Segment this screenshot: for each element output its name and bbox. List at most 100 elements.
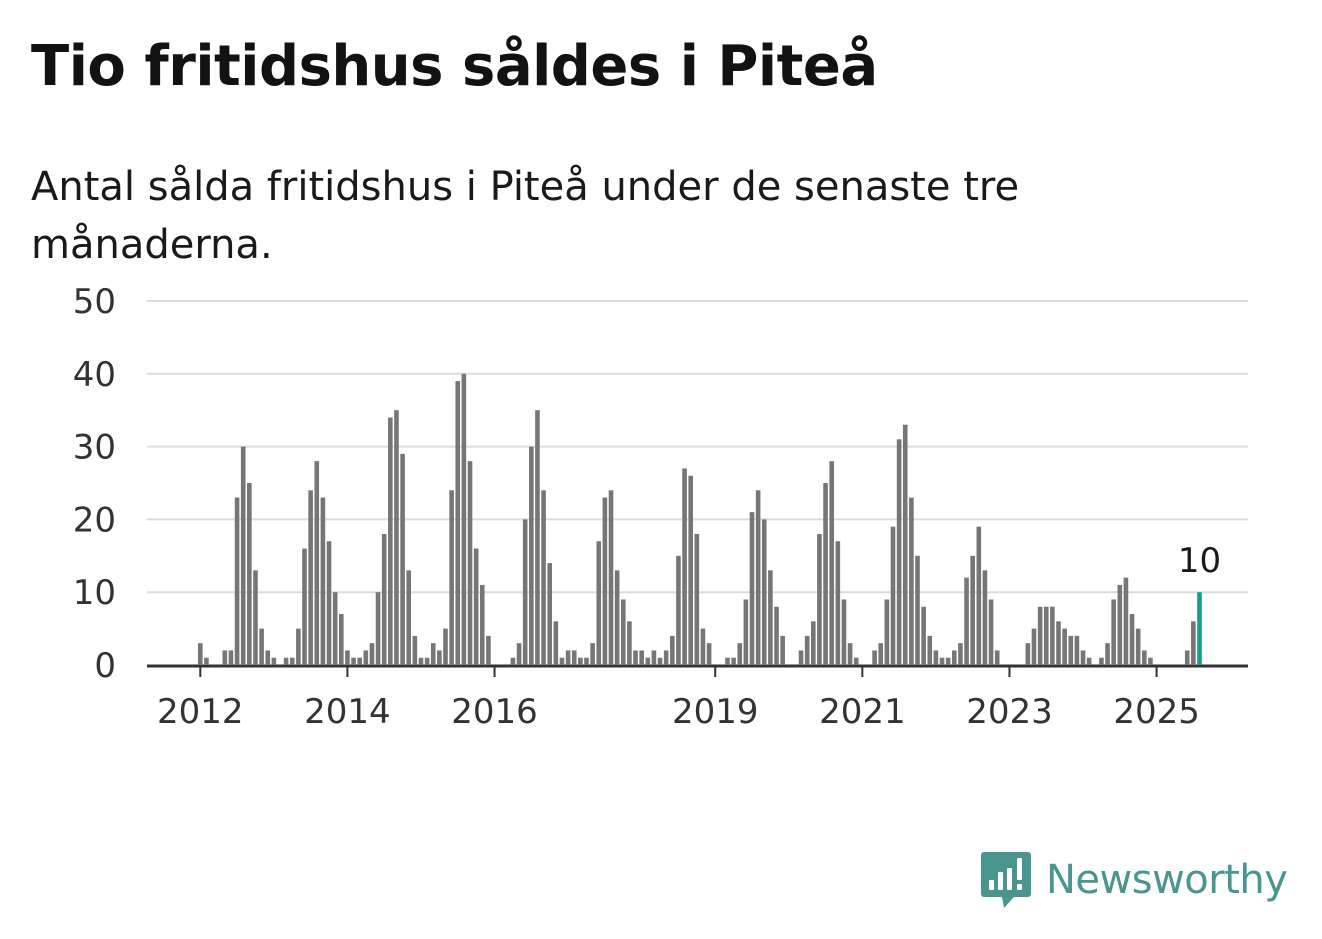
- bar: [620, 599, 626, 665]
- bar: [1043, 606, 1049, 665]
- bar: [443, 628, 448, 665]
- newsworthy-logo: Newsworthy: [980, 850, 1288, 910]
- bar: [976, 526, 982, 665]
- bar: [982, 570, 988, 665]
- bar: [228, 650, 234, 665]
- bar: [467, 461, 473, 665]
- y-tick-label: 30: [73, 428, 116, 468]
- bar: [645, 657, 651, 665]
- x-tick-label: 2016: [451, 692, 538, 732]
- bar: [204, 657, 209, 665]
- bar: [253, 570, 258, 665]
- bar: [541, 490, 546, 665]
- bar: [381, 533, 387, 665]
- bar: [988, 599, 994, 665]
- bar: [424, 657, 430, 665]
- bar: [1129, 614, 1135, 665]
- bar: [811, 621, 816, 665]
- bar: [375, 592, 381, 665]
- bar: [890, 526, 896, 665]
- y-tick-label: 10: [73, 573, 116, 613]
- bar: [571, 650, 577, 665]
- bar: [994, 650, 1000, 665]
- bar: [663, 650, 669, 665]
- bar: [823, 483, 828, 665]
- bar: [700, 628, 706, 665]
- bar: [651, 650, 657, 665]
- bar: [725, 657, 730, 665]
- bar: [302, 548, 307, 665]
- bar: [964, 577, 969, 665]
- bar: [437, 650, 442, 665]
- bar: [565, 650, 571, 665]
- bar: [688, 475, 693, 665]
- bar: [1062, 628, 1067, 665]
- bar: [909, 497, 914, 665]
- bar: [737, 643, 743, 665]
- bar: [951, 650, 957, 665]
- bar: [933, 650, 939, 665]
- bar: [755, 490, 761, 665]
- bar: [853, 657, 859, 665]
- bar: [841, 599, 847, 665]
- y-axis-ticks: 0 10 20 30 40 50: [73, 282, 116, 686]
- bar: [271, 657, 277, 665]
- bar: [1123, 577, 1129, 665]
- bar: [247, 483, 252, 665]
- bar: [369, 643, 375, 665]
- bar: [222, 650, 228, 665]
- bar: [430, 643, 436, 665]
- bar: [449, 490, 454, 665]
- gridlines: [147, 300, 1248, 668]
- x-tick-label: 2012: [157, 692, 244, 732]
- bar: [547, 563, 553, 665]
- y-tick-label: 0: [94, 646, 116, 686]
- bar: [522, 519, 528, 665]
- bar: [198, 643, 203, 665]
- bar: [921, 606, 926, 665]
- bar: [768, 570, 773, 665]
- bar: [1111, 599, 1116, 665]
- bar: [1105, 643, 1110, 665]
- bar: [1074, 635, 1080, 665]
- bar: [1086, 657, 1092, 665]
- bar: [884, 599, 890, 665]
- chart-title: Tio fritidshus såldes i Piteå: [31, 34, 878, 99]
- bar: [320, 497, 326, 665]
- bar: [958, 643, 963, 665]
- bar: [694, 533, 700, 665]
- bar: [927, 635, 933, 665]
- bar: [939, 657, 945, 665]
- bar: [388, 417, 393, 665]
- bar: [670, 635, 675, 665]
- bar: [535, 410, 540, 665]
- bar: [461, 373, 467, 665]
- bar: [1184, 650, 1190, 665]
- bar: [584, 657, 589, 665]
- y-tick-label: 20: [73, 500, 116, 540]
- bar: [486, 635, 491, 665]
- bar: [357, 657, 362, 665]
- bar: [265, 650, 271, 665]
- bar: [1135, 628, 1141, 665]
- bar: [296, 628, 301, 665]
- x-axis-ticks: 2012 2014 2016 2019 2021 2023 2025: [157, 665, 1200, 732]
- x-tick-label: 2025: [1113, 692, 1200, 732]
- bar: [559, 657, 565, 665]
- bar: [829, 461, 834, 665]
- bar: [731, 657, 736, 665]
- bar: [657, 657, 663, 665]
- bar: [633, 650, 638, 665]
- annotations: 10: [1178, 541, 1221, 581]
- bar: [706, 643, 712, 665]
- y-tick-label: 50: [73, 282, 116, 322]
- bar: [473, 548, 479, 665]
- bar: [240, 446, 246, 665]
- bar-highlight: [1197, 592, 1202, 665]
- bar: [326, 541, 332, 665]
- y-tick-label: 40: [73, 355, 116, 395]
- bar: [682, 468, 687, 665]
- bar: [1037, 606, 1043, 665]
- bar: [798, 650, 804, 665]
- bar: [614, 570, 620, 665]
